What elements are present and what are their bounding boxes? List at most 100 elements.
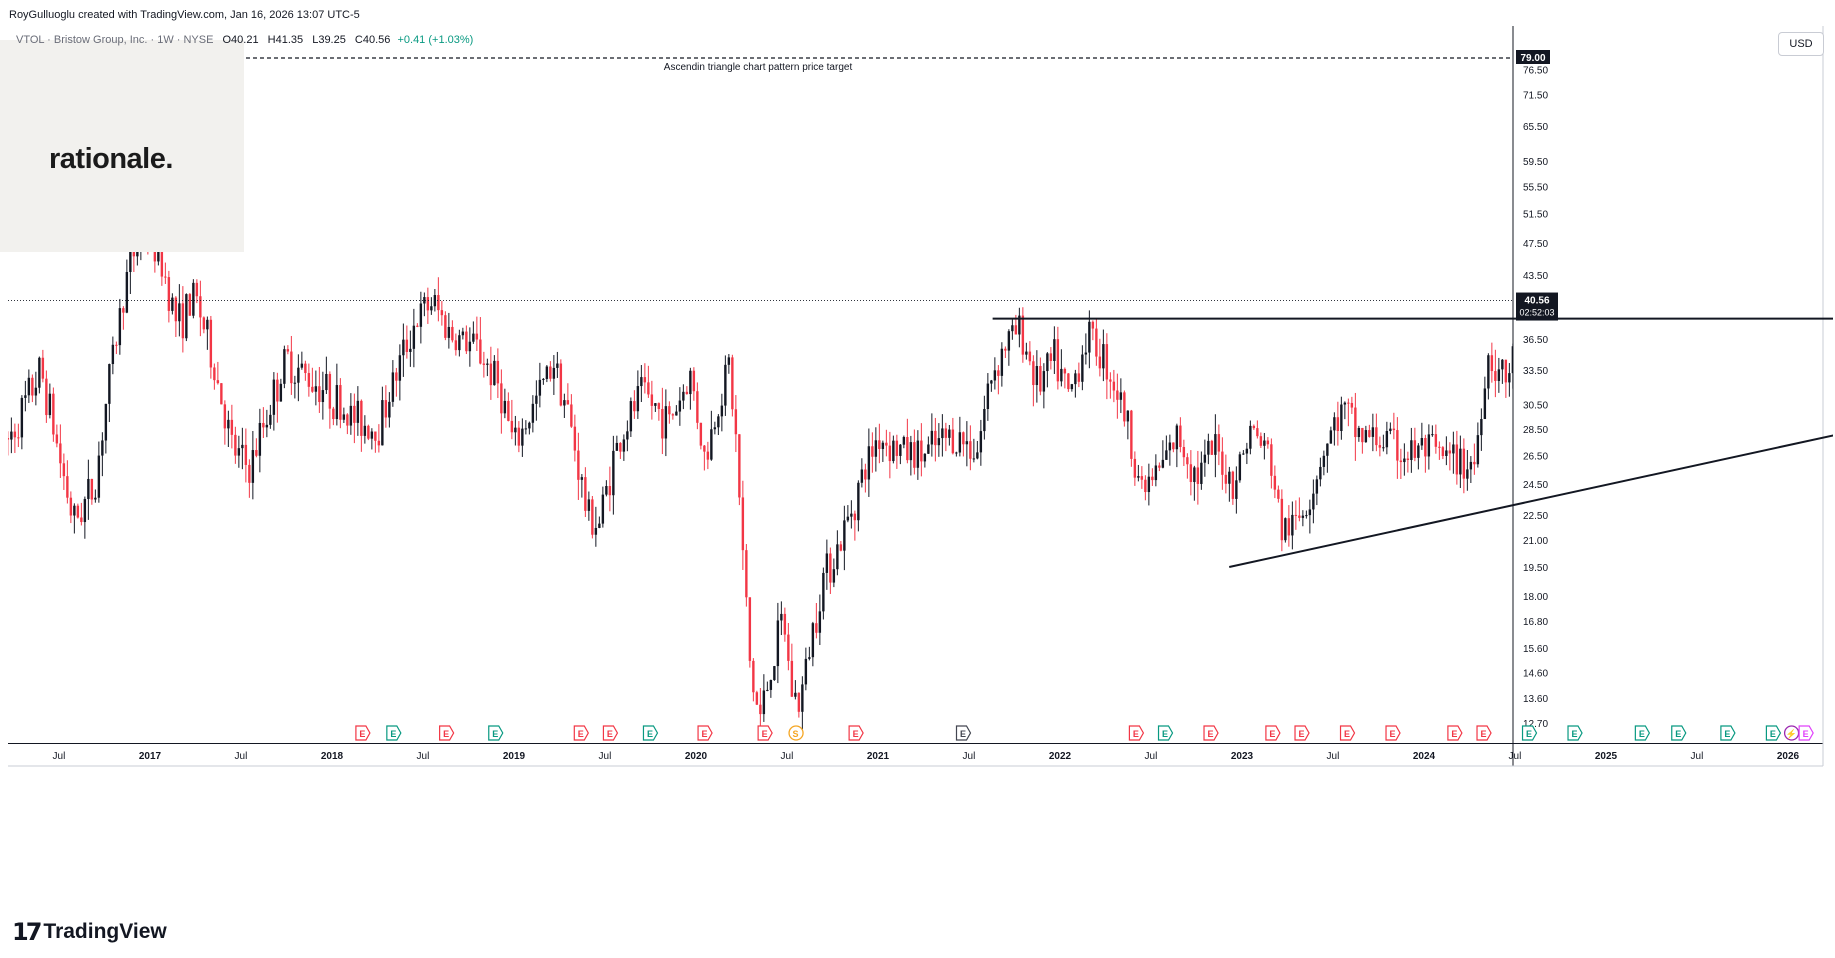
candle-body [675, 411, 678, 416]
candle [164, 262, 167, 284]
price-target-label: Ascendin triangle chart pattern price ta… [664, 62, 853, 73]
candle-body [587, 499, 591, 511]
candle [1466, 449, 1469, 491]
candle-body [556, 363, 559, 368]
candle [216, 361, 220, 385]
candle [272, 372, 276, 431]
candle [1224, 454, 1228, 494]
candle-body [1659, 426, 1661, 454]
chart-frame[interactable]: 76.50 71.50 65.50 59.50 55.50 51.50 47.50 43.50… [8, 26, 1833, 902]
earnings-marker[interactable]: E [1634, 725, 1651, 741]
candle-body [479, 339, 482, 364]
time-tick-label: 2018 [321, 751, 344, 762]
candle [615, 435, 619, 451]
candle-body [801, 684, 804, 712]
candle-body [1007, 331, 1011, 351]
earnings-marker[interactable]: E [697, 725, 713, 741]
candle [1109, 372, 1112, 399]
candle-body [1487, 355, 1490, 389]
price-tick-label: 14.60 [1523, 668, 1548, 679]
earnings-marker[interactable]: E [355, 725, 371, 741]
symbol-legend[interactable]: VTOL · Bristow Group, Inc. · 1W · NYSE O… [16, 34, 473, 46]
candle-body [1102, 344, 1105, 369]
candle-body [31, 377, 34, 396]
candle-body [594, 527, 598, 535]
candle [815, 602, 818, 639]
earnings-marker[interactable]: E [488, 725, 504, 741]
dividend-marker[interactable]: ⚡ [1783, 725, 1800, 741]
candle [1074, 369, 1077, 398]
candle [969, 425, 972, 471]
candle [549, 361, 552, 382]
time-tick-label: Jul [417, 751, 430, 762]
candle [1715, 307, 1717, 365]
candle [965, 421, 969, 467]
earnings-marker[interactable]: E [1385, 725, 1401, 741]
marker-label: E [960, 729, 966, 739]
candle [699, 422, 703, 450]
earnings-marker[interactable]: E [1476, 725, 1492, 741]
candle-body [717, 416, 720, 428]
candle [1354, 392, 1357, 461]
candle-body [1469, 461, 1473, 470]
candle-body [1403, 458, 1406, 463]
earnings-marker[interactable]: E [1765, 725, 1782, 741]
earnings-marker[interactable]: E [1521, 725, 1538, 741]
currency-selector[interactable]: USD [1778, 32, 1824, 56]
candle-body [1277, 489, 1280, 499]
candle-body [1077, 373, 1081, 382]
candle [1186, 453, 1189, 479]
earnings-marker[interactable]: E [1265, 725, 1281, 741]
candle-body [619, 442, 622, 452]
candle [528, 421, 531, 435]
candle-body [1263, 440, 1266, 446]
earnings-marker[interactable]: E [1157, 725, 1174, 741]
earnings-marker[interactable]: E [386, 725, 402, 741]
time-tick-label: Jul [1509, 751, 1522, 762]
split-marker[interactable]: S [788, 725, 804, 741]
price-target-badge-text: 79.00 [1520, 53, 1545, 64]
earnings-marker[interactable]: E [1671, 725, 1687, 741]
price-tick-label: 30.50 [1523, 400, 1548, 411]
candle-body [17, 437, 20, 439]
candle [1648, 412, 1650, 477]
earnings-marker[interactable]: E [642, 725, 659, 741]
candle-body [1788, 339, 1790, 350]
earnings-marker[interactable]: E [1203, 725, 1219, 741]
candle [38, 356, 41, 394]
earnings-marker[interactable]: E [1447, 725, 1463, 741]
candle-body [1585, 343, 1587, 356]
candle-body [356, 400, 360, 423]
tradingview-brand[interactable]: 17 TradingView [12, 918, 167, 946]
earnings-marker[interactable]: E [1339, 725, 1356, 741]
candle-body [66, 476, 69, 498]
symbol-name[interactable]: VTOL · Bristow Group, Inc. · 1W · NYSE [16, 34, 214, 46]
candle [83, 496, 87, 539]
earnings-marker[interactable]: E [757, 725, 773, 741]
earnings-marker[interactable]: E [1294, 725, 1310, 741]
candle [479, 317, 482, 365]
candle [818, 594, 822, 646]
earnings-marker[interactable]: E [439, 725, 455, 741]
candle [1025, 342, 1028, 360]
earnings-marker[interactable]: E [1567, 725, 1583, 741]
candle-body [1547, 348, 1549, 367]
candle-body [496, 360, 500, 384]
candle [598, 516, 601, 529]
candle-body [962, 432, 965, 445]
earnings-marker[interactable]: E [1128, 725, 1145, 741]
earnings-marker[interactable]: E [573, 725, 589, 741]
earnings-marker[interactable]: E [848, 725, 864, 741]
price-chart[interactable]: 76.50 71.50 65.50 59.50 55.50 51.50 47.50 43.50… [8, 26, 1833, 902]
earnings-marker[interactable]: E [1798, 725, 1814, 741]
candle-body [1694, 372, 1696, 391]
candle-body [314, 386, 318, 392]
candle [1228, 466, 1231, 502]
earnings-marker[interactable]: E [955, 725, 972, 741]
marker-label: E [390, 729, 396, 739]
candle [1568, 366, 1570, 379]
earnings-marker[interactable]: E [602, 725, 619, 741]
earnings-marker[interactable]: E [1720, 725, 1736, 741]
candle [458, 329, 461, 357]
marker-label: E [1344, 729, 1350, 739]
